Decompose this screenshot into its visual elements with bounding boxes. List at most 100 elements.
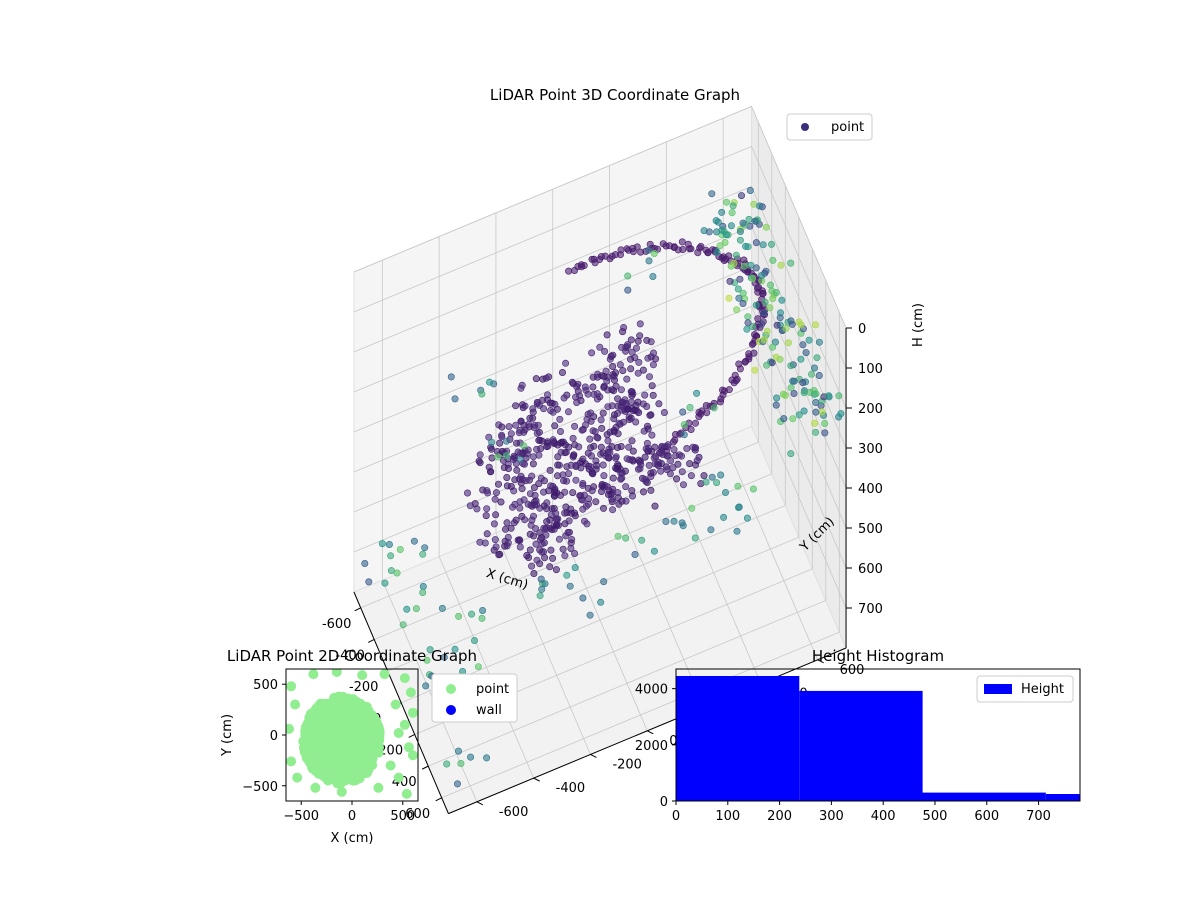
chart-2d-point-layer — [286, 669, 418, 799]
point-3d — [598, 424, 606, 432]
chart-3d-legend-label: point — [831, 120, 864, 135]
point-3d — [561, 520, 569, 528]
point-3d — [421, 544, 429, 552]
point-2d — [334, 746, 345, 757]
point-3d — [627, 388, 635, 396]
point-3d — [580, 261, 588, 269]
point-3d — [629, 248, 637, 256]
point-3d — [812, 321, 820, 329]
histogram-legend: Height — [976, 675, 1074, 703]
point-3d — [532, 525, 540, 533]
point-2d — [399, 673, 410, 684]
point-3d — [403, 605, 411, 613]
point-3d — [736, 275, 744, 283]
point-3d — [518, 485, 526, 493]
point-3d — [624, 286, 632, 294]
point-3d — [532, 540, 540, 548]
point-3d — [645, 461, 653, 469]
point-2d — [351, 722, 362, 733]
point-3d — [705, 228, 713, 236]
point-3d — [815, 338, 823, 346]
point-3d — [728, 209, 736, 217]
point-3d — [618, 474, 626, 482]
point-3d — [746, 187, 754, 195]
point-3d — [593, 433, 601, 441]
point-3d — [624, 272, 632, 280]
grid-y-line — [381, 260, 478, 802]
point-3d — [365, 578, 373, 586]
point-3d — [636, 464, 644, 472]
point-3d — [514, 536, 522, 544]
point-3d — [713, 479, 721, 487]
point-3d — [488, 454, 496, 462]
point-3d — [739, 219, 747, 227]
grid-x-line — [387, 185, 786, 672]
tick-hist-y-label: 2000 — [635, 739, 668, 754]
point-3d — [800, 407, 808, 415]
point-3d — [529, 414, 537, 422]
point-3d — [536, 592, 544, 600]
point-3d — [716, 398, 724, 406]
point-3d — [593, 390, 601, 398]
point-3d — [678, 519, 686, 527]
grid-z-line — [353, 145, 847, 369]
point-3d — [476, 459, 484, 467]
grid-z-line — [353, 385, 847, 609]
point-3d — [468, 610, 476, 618]
point-3d — [623, 375, 631, 383]
point-3d — [546, 399, 554, 407]
point-3d — [474, 663, 482, 671]
point-3d — [752, 264, 760, 272]
point-3d — [678, 468, 686, 476]
point-3d — [660, 408, 668, 416]
histogram-bar — [922, 792, 1046, 801]
point-3d — [569, 434, 577, 442]
point-3d — [615, 419, 623, 427]
point-3d — [812, 398, 820, 406]
point-3d — [515, 429, 523, 437]
point-2d — [336, 786, 347, 797]
point-3d — [535, 451, 543, 459]
tick-z-label: 100 — [858, 362, 883, 377]
point-3d — [540, 405, 548, 413]
point-3d — [787, 259, 795, 267]
point-3d — [467, 753, 475, 761]
point-3d — [438, 604, 446, 612]
point-3d — [478, 614, 486, 622]
point-2d — [339, 765, 350, 776]
point-3d — [533, 501, 541, 509]
point-3d — [752, 301, 760, 309]
histogram-bars — [676, 676, 1080, 801]
point-3d — [662, 517, 670, 525]
point-3d — [789, 415, 797, 423]
point-3d — [691, 534, 699, 542]
point-3d — [722, 198, 730, 206]
point-3d — [795, 318, 803, 326]
tick-y-label: 0 — [669, 734, 677, 749]
point-3d — [549, 554, 557, 562]
tick-y-label: 600 — [840, 663, 865, 678]
point-3d — [693, 389, 701, 397]
point-3d — [485, 463, 493, 471]
point-3d — [520, 460, 528, 468]
point-2d — [346, 774, 357, 785]
point-3d — [502, 452, 510, 460]
point-2d — [337, 773, 348, 784]
point-3d — [802, 349, 810, 357]
point-3d — [549, 436, 557, 444]
point-3d — [622, 483, 630, 491]
point-3d — [526, 530, 534, 538]
tick-x-label: -200 — [349, 680, 379, 695]
point-3d — [551, 422, 559, 430]
point-3d — [618, 497, 626, 505]
point-3d — [504, 539, 512, 547]
point-2d — [361, 703, 372, 714]
point-3d — [579, 481, 587, 489]
point-3d — [588, 469, 596, 477]
chart-3d-grid — [353, 105, 847, 802]
point-3d — [584, 410, 592, 418]
point-3d — [633, 243, 641, 251]
point-3d — [825, 392, 833, 400]
point-3d — [821, 429, 829, 437]
